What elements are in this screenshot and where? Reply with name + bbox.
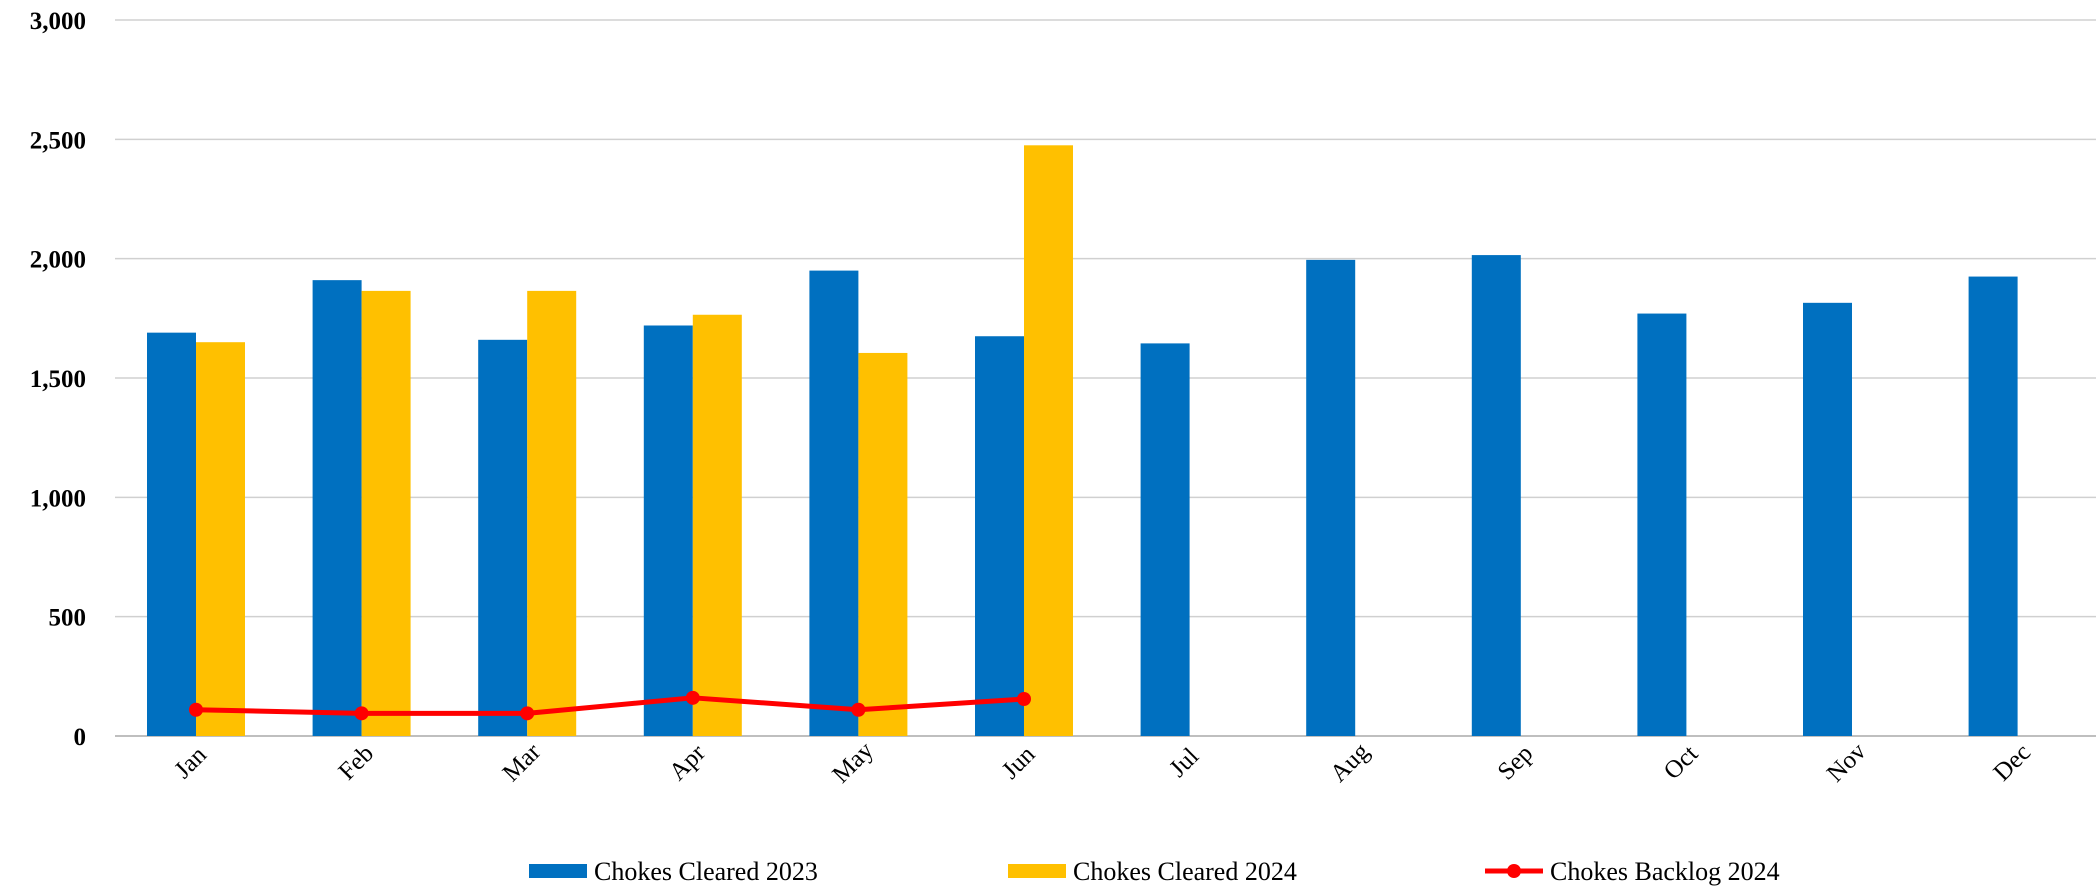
bar-cleared-2024-mar <box>527 290 577 736</box>
x-tick-label: Dec <box>1989 739 2037 787</box>
legend-item-cleared-2024: Chokes Cleared 2024 <box>1008 857 1297 886</box>
y-tick-label: 2,000 <box>30 247 86 274</box>
bar-cleared-2024-apr <box>692 314 742 736</box>
bar-cleared-2023-may <box>809 270 859 736</box>
legend-swatch-cleared-2024 <box>1008 864 1066 878</box>
line-backlog-2024 <box>195 695 1025 716</box>
legend-item-cleared-2023: Chokes Cleared 2023 <box>529 857 818 886</box>
x-tick-label: May <box>827 737 879 789</box>
bar-cleared-2023-jan <box>147 332 196 736</box>
gridlines <box>115 19 2096 737</box>
x-tick-label: Jul <box>1164 743 1204 783</box>
point-backlog-2024-jan <box>189 702 203 717</box>
x-tick-label: Apr <box>664 739 711 786</box>
legend-label-cleared-2024: Chokes Cleared 2024 <box>1073 857 1297 886</box>
point-backlog-2024-mar <box>520 706 535 721</box>
y-tick-label: 3,000 <box>30 8 86 35</box>
y-tick-label: 1,000 <box>30 485 86 512</box>
bar-cleared-2023-nov <box>1803 302 1852 736</box>
bars <box>147 145 2018 737</box>
bar-cleared-2023-dec <box>1968 276 2018 736</box>
legend: Chokes Cleared 2023 Chokes Cleared 2024 … <box>529 857 1780 886</box>
x-tick-label: Aug <box>1325 738 1375 788</box>
legend-label-backlog-2024: Chokes Backlog 2024 <box>1550 857 1780 886</box>
backlog-line <box>189 690 1031 721</box>
bar-cleared-2023-sep <box>1471 255 1521 736</box>
y-tick-label: 500 <box>49 605 87 632</box>
legend-marker-backlog-2024 <box>1507 864 1521 878</box>
x-tick-label: Nov <box>1822 738 1872 788</box>
y-tick-label: 1,500 <box>30 366 86 393</box>
x-tick-label: Oct <box>1659 740 1704 785</box>
bar-cleared-2024-may <box>858 352 908 736</box>
legend-label-cleared-2023: Chokes Cleared 2023 <box>594 857 818 886</box>
bar-cleared-2024-jan <box>196 342 245 736</box>
bar-cleared-2023-jun <box>975 336 1024 736</box>
x-tick-label: Mar <box>498 738 547 787</box>
bar-cleared-2024-feb <box>361 290 411 736</box>
legend-swatch-cleared-2023 <box>529 864 587 878</box>
y-axis-ticks: 0 500 1,000 1,500 2,000 2,500 3,000 <box>30 8 86 751</box>
point-backlog-2024-jun <box>1017 692 1031 707</box>
y-tick-label: 0 <box>74 724 87 751</box>
y-tick-label: 2,500 <box>30 127 86 154</box>
x-tick-label: Sep <box>1493 740 1539 786</box>
bar-cleared-2023-feb <box>312 280 362 736</box>
x-axis-ticks: Jan Feb Mar Apr May Jun Jul Aug Sep Oct Nov Dec <box>169 737 2036 789</box>
bar-cleared-2023-mar <box>478 339 528 736</box>
bar-cleared-2023-oct <box>1637 313 1687 736</box>
point-backlog-2024-may <box>851 702 866 717</box>
bar-cleared-2023-aug <box>1306 259 1356 736</box>
point-backlog-2024-feb <box>354 706 369 721</box>
point-backlog-2024-apr <box>685 690 700 705</box>
x-tick-label: Feb <box>333 740 379 786</box>
x-tick-label: Jun <box>997 741 1041 785</box>
x-tick-label: Jan <box>169 741 212 784</box>
bar-cleared-2023-apr <box>643 325 693 736</box>
bar-cleared-2024-jun <box>1024 145 1073 737</box>
legend-item-backlog-2024: Chokes Backlog 2024 <box>1485 857 1780 886</box>
bar-cleared-2023-jul <box>1140 343 1190 736</box>
